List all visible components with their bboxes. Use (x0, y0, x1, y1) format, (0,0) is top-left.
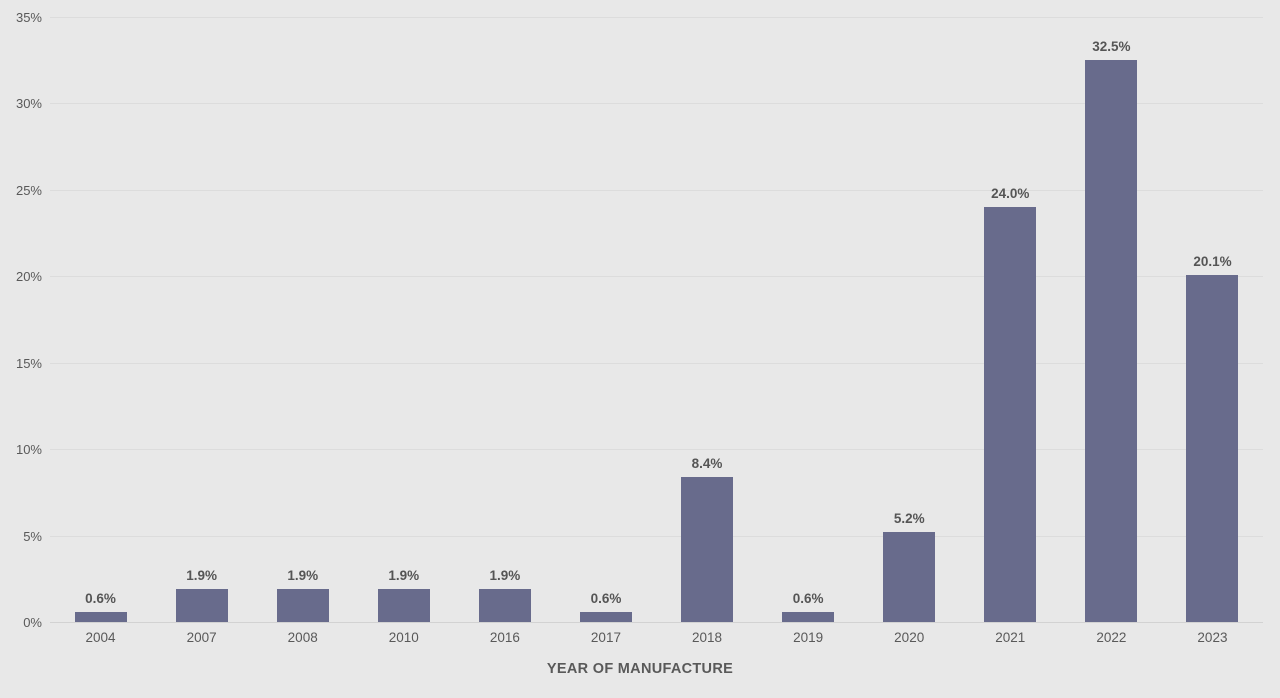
bar-value-label: 1.9% (388, 568, 420, 584)
gridline (50, 535, 1263, 537)
bar-value-label: 24.0% (991, 186, 1030, 202)
y-tick-label: 30% (15, 96, 42, 112)
bar-value-label: 32.5% (1092, 39, 1131, 55)
bar (579, 611, 632, 622)
gridline (50, 189, 1263, 191)
x-tick-label: 2022 (1096, 630, 1127, 645)
y-tick-label: 35% (15, 10, 42, 25)
bar-value-label: 0.6% (590, 590, 622, 606)
bar-value-label: 8.4% (691, 455, 723, 471)
bar (984, 207, 1037, 622)
bar-value-label: 5.2% (893, 511, 925, 527)
x-tick-label: 2018 (692, 630, 723, 645)
x-tick-label: 2008 (287, 630, 318, 645)
x-tick-label: 2017 (590, 630, 621, 645)
bar-value-label: 0.6% (85, 590, 116, 606)
bar (478, 589, 531, 622)
plot-area (50, 17, 1263, 623)
x-tick-label: 2004 (85, 630, 116, 645)
bar (1186, 274, 1239, 622)
bar (74, 611, 127, 622)
y-tick-label: 15% (15, 355, 42, 371)
x-tick-label: 2010 (388, 630, 419, 645)
gridline (50, 276, 1263, 278)
gridline (50, 103, 1263, 105)
y-tick-label: 0% (23, 615, 42, 630)
x-tick-label: 2019 (793, 630, 824, 645)
y-tick-label: 20% (15, 269, 42, 285)
x-tick-label: 2023 (1197, 630, 1228, 645)
bar-value-label: 1.9% (287, 568, 319, 584)
bar-value-label: 1.9% (186, 568, 218, 584)
bar (175, 589, 228, 622)
gridline (50, 362, 1263, 364)
bar (377, 589, 430, 622)
bar (276, 589, 329, 622)
y-tick-label: 25% (15, 182, 42, 198)
y-tick-label: 10% (15, 442, 42, 458)
x-tick-label: 2016 (489, 630, 520, 645)
bar (883, 532, 936, 622)
x-axis-line (50, 622, 1263, 623)
x-axis-title: YEAR OF MANUFACTURE (546, 661, 734, 677)
bar-value-label: 0.6% (792, 590, 824, 606)
bar (1085, 60, 1138, 622)
x-tick-label: 2021 (995, 630, 1026, 645)
x-tick-label: 2007 (186, 630, 217, 645)
y-tick-label: 5% (23, 528, 42, 544)
bar (782, 611, 835, 622)
bar (681, 476, 734, 622)
x-tick-label: 2020 (894, 630, 925, 645)
bar-value-label: 20.1% (1193, 253, 1232, 269)
gridline (50, 17, 1263, 18)
gridline (50, 449, 1263, 451)
bar-value-label: 1.9% (489, 568, 521, 584)
